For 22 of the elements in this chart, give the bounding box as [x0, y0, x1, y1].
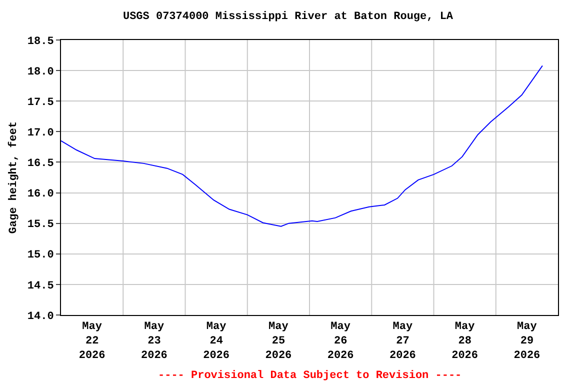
y-tick-label: 16.0	[27, 188, 54, 201]
y-tick-label: 17.5	[27, 96, 54, 109]
y-tick-label: 15.5	[27, 219, 54, 232]
x-tick-label: May 27 2026	[389, 321, 416, 362]
x-tick-label: May 26 2026	[327, 321, 354, 362]
x-tick-label: May 22 2026	[78, 321, 106, 362]
y-tick-label: 15.0	[27, 250, 54, 262]
y-tick-label: 18.0	[27, 66, 54, 78]
x-tick-label: May 23 2026	[140, 321, 168, 362]
y-tick-label: 14.5	[27, 280, 54, 292]
x-tick-label: May 25 2026	[265, 321, 292, 362]
line-series	[61, 65, 543, 227]
y-tick-label: 17.0	[27, 128, 54, 140]
chart-title: USGS 07374000 Mississippi River at Baton Rouge, LA	[122, 11, 454, 24]
text: ---- Provisional Data Subject to Revision ----	[158, 370, 462, 382]
x-tick-label: May 28 2026	[452, 321, 478, 362]
y-tick-label: 18.5	[27, 36, 54, 48]
x-tick-label: May 29 2026	[514, 321, 540, 362]
y-tick-label: 14.0	[27, 310, 54, 323]
y-tick-label: 16.5	[27, 158, 54, 170]
x-tick-label: May 24 2026	[203, 321, 230, 362]
y-axis-title: Gage height, feet	[7, 121, 20, 234]
